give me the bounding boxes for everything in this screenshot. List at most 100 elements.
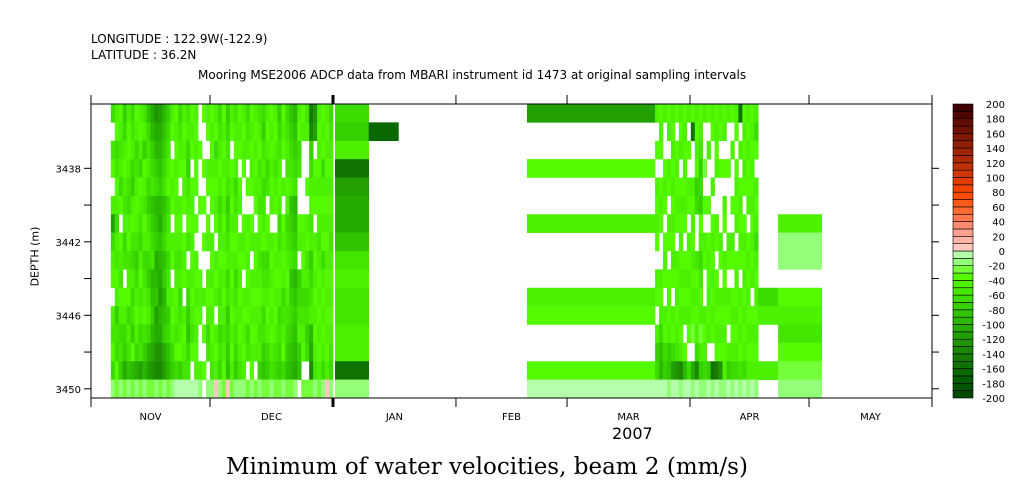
heatmap-cell (241, 379, 247, 399)
heatmap-cell (526, 214, 656, 233)
colorbar-swatch (952, 213, 974, 222)
heatmap-cell (265, 342, 270, 362)
heatmap-cell (166, 324, 171, 344)
heatmap-cell (281, 140, 286, 160)
heatmap-cell (122, 361, 128, 380)
heatmap-cell (690, 104, 696, 123)
heatmap-cell (678, 287, 684, 307)
heatmap-cell (134, 306, 139, 325)
heatmap-cell (249, 287, 254, 307)
heatmap-cell (309, 306, 314, 325)
heatmap-cell (114, 287, 120, 307)
heatmap-cell (213, 122, 219, 142)
heatmap-cell (170, 251, 175, 270)
heatmap-cell (233, 140, 239, 160)
heatmap-cell (182, 379, 187, 399)
heatmap-cell (217, 379, 223, 399)
heatmap-cell (206, 177, 211, 197)
heatmap-cell (134, 104, 139, 123)
heatmap-cell (329, 122, 334, 142)
heatmap-cell (277, 104, 282, 123)
heatmap-cell (182, 269, 187, 289)
heatmap-cell (305, 342, 310, 362)
colorbar-swatch (952, 155, 974, 164)
heatmap-cell (670, 214, 676, 233)
heatmap-cell (134, 361, 139, 380)
heatmap-cell (305, 177, 310, 197)
heatmap-cell (678, 269, 684, 289)
heatmap-cell (114, 177, 120, 197)
heatmap-cell (122, 232, 128, 252)
heatmap-cell (269, 306, 274, 325)
heatmap-cell (778, 342, 823, 362)
heatmap-cell (114, 232, 120, 252)
heatmap-cell (277, 379, 282, 399)
heatmap-cell (734, 251, 739, 270)
heatmap-cell (285, 379, 290, 399)
heatmap-cell (281, 361, 286, 380)
heatmap-cell (334, 159, 369, 178)
heatmap-cell (213, 159, 219, 178)
heatmap-cell (526, 306, 656, 325)
heatmap-cell (678, 214, 684, 233)
heatmap-cell (329, 361, 334, 380)
heatmap-cell (210, 177, 215, 197)
heatmap-cell (154, 361, 159, 380)
heatmap-cell (754, 122, 759, 142)
heatmap-cell (118, 177, 124, 197)
heatmap-cell (210, 342, 215, 362)
heatmap-cell (162, 232, 167, 252)
heatmap-cell (694, 287, 700, 307)
heatmap-cell (249, 306, 254, 325)
heatmap-cell (706, 195, 711, 215)
heatmap-cell (313, 287, 318, 307)
heatmap-cell (178, 122, 183, 142)
heatmap-cell (334, 361, 369, 380)
heatmap-cell (233, 251, 239, 270)
heatmap-cell (682, 251, 688, 270)
heatmap-cell (301, 287, 306, 307)
heatmap-cell (269, 361, 274, 380)
heatmap-cell (273, 140, 278, 160)
heatmap-cell (277, 214, 282, 233)
heatmap-cell (778, 324, 823, 344)
heatmap-cell (174, 324, 179, 344)
heatmap-cell (746, 159, 751, 178)
heatmap-cell (281, 324, 286, 344)
heatmap-cell (142, 159, 147, 178)
heatmap-cell (285, 195, 290, 215)
colorbar-swatch (952, 258, 974, 267)
colorbar-swatch (952, 316, 974, 325)
heatmap-cell (154, 232, 159, 252)
heatmap-cell (289, 104, 294, 123)
heatmap-cell (682, 159, 688, 178)
heatmap-cell (285, 214, 290, 233)
heatmap-cell (122, 195, 128, 215)
heatmap-cell (694, 269, 700, 289)
heatmap-cell (670, 140, 676, 160)
heatmap-cell (738, 214, 743, 233)
heatmap-cell (778, 232, 823, 252)
heatmap-cell (249, 214, 254, 233)
heatmap-cell (233, 195, 239, 215)
heatmap-cell (682, 214, 688, 233)
heatmap-cell (182, 232, 187, 252)
colorbar-swatch (952, 228, 974, 237)
x-tick-label-nov: NOV (139, 412, 161, 423)
heatmap-cell (261, 379, 266, 399)
heatmap-cell (754, 251, 759, 270)
heatmap-cell (754, 361, 759, 380)
heatmap-cell (309, 342, 314, 362)
heatmap-cell (126, 324, 131, 344)
heatmap-cell (122, 122, 128, 142)
heatmap-cell (293, 214, 298, 233)
heatmap-cell (110, 195, 116, 215)
heatmap-cell (134, 195, 139, 215)
heatmap-cell (213, 269, 219, 289)
heatmap-cell (678, 324, 684, 344)
heatmap-cell (667, 361, 672, 380)
heatmap-cell (150, 324, 155, 344)
heatmap-cell (194, 379, 199, 399)
heatmap-cell (273, 287, 278, 307)
heatmap-cell (694, 379, 700, 399)
